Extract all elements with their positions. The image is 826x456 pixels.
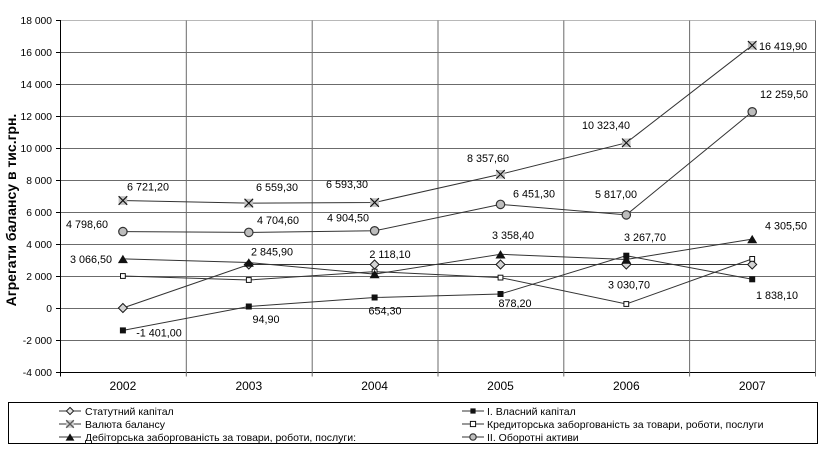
svg-text:-2 000: -2 000 — [23, 336, 52, 347]
svg-text:3 030,70: 3 030,70 — [608, 280, 650, 292]
svg-text:II. Оборотні активи: II. Оборотні активи — [487, 432, 579, 444]
svg-text:10 323,40: 10 323,40 — [582, 120, 630, 132]
svg-text:654,30: 654,30 — [368, 306, 401, 318]
svg-text:14 000: 14 000 — [21, 80, 53, 91]
svg-text:Валюта балансу: Валюта балансу — [85, 419, 166, 431]
svg-text:4 305,50: 4 305,50 — [765, 221, 807, 233]
svg-text:2 845,90: 2 845,90 — [251, 247, 293, 259]
svg-text:6 000: 6 000 — [26, 208, 52, 219]
svg-text:3 066,50: 3 066,50 — [70, 254, 112, 266]
svg-text:1 838,10: 1 838,10 — [756, 290, 798, 302]
svg-text:6 593,30: 6 593,30 — [326, 179, 368, 191]
svg-text:Статутний капітал: Статутний капітал — [85, 406, 174, 418]
svg-text:3 267,70: 3 267,70 — [624, 232, 666, 244]
svg-text:4 798,60: 4 798,60 — [66, 219, 108, 231]
svg-text:I. Власний капітал: I. Власний капітал — [487, 406, 576, 418]
svg-text:Кредиторська заборгованість за: Кредиторська заборгованість за товари, р… — [487, 419, 764, 431]
svg-text:0: 0 — [46, 304, 52, 315]
svg-text:8 357,60: 8 357,60 — [467, 153, 509, 165]
svg-text:3 358,40: 3 358,40 — [492, 230, 534, 242]
svg-text:2005: 2005 — [487, 379, 514, 393]
svg-text:-4 000: -4 000 — [23, 368, 52, 379]
svg-text:6 451,30: 6 451,30 — [513, 189, 555, 201]
svg-text:2003: 2003 — [235, 379, 262, 393]
svg-text:16 419,90: 16 419,90 — [759, 41, 807, 53]
svg-text:10 000: 10 000 — [21, 144, 53, 155]
svg-text:5 817,00: 5 817,00 — [595, 189, 637, 201]
svg-text:94,90: 94,90 — [252, 314, 279, 326]
svg-text:2 000: 2 000 — [26, 272, 52, 283]
svg-text:12 259,50: 12 259,50 — [760, 89, 808, 101]
svg-text:4 904,50: 4 904,50 — [327, 213, 369, 225]
svg-text:6 721,20: 6 721,20 — [127, 182, 169, 194]
svg-text:Агрегати балансу в тис.грн.: Агрегати балансу в тис.грн. — [3, 114, 19, 307]
svg-text:2006: 2006 — [613, 379, 640, 393]
svg-text:878,20: 878,20 — [498, 298, 531, 310]
svg-text:-1 401,00: -1 401,00 — [136, 328, 182, 340]
svg-text:12 000: 12 000 — [21, 112, 53, 123]
svg-text:Дебіторська заборгованість за: Дебіторська заборгованість за товари, ро… — [85, 432, 356, 444]
svg-text:2007: 2007 — [739, 379, 766, 393]
svg-text:4 000: 4 000 — [26, 240, 52, 251]
svg-text:6 559,30: 6 559,30 — [256, 182, 298, 194]
svg-text:4 704,60: 4 704,60 — [257, 215, 299, 227]
svg-text:18 000: 18 000 — [21, 16, 53, 27]
svg-text:2004: 2004 — [361, 379, 388, 393]
svg-text:16 000: 16 000 — [21, 48, 53, 59]
svg-text:8 000: 8 000 — [26, 176, 52, 187]
svg-text:2002: 2002 — [110, 379, 137, 393]
svg-text:2 118,10: 2 118,10 — [369, 249, 410, 261]
